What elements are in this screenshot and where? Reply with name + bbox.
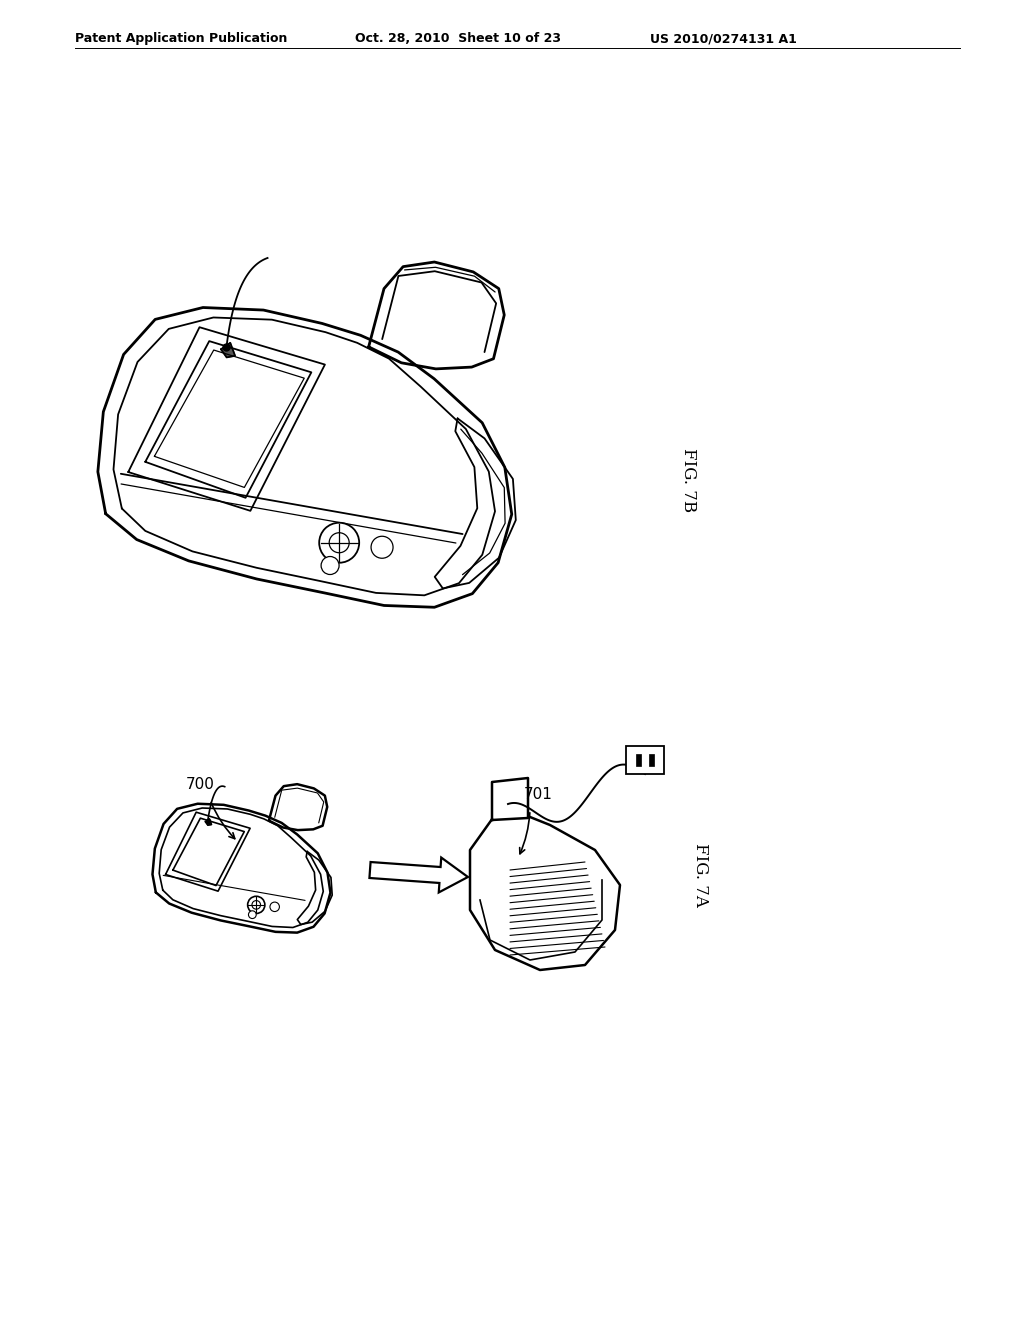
Text: Oct. 28, 2010  Sheet 10 of 23: Oct. 28, 2010 Sheet 10 of 23 xyxy=(355,32,561,45)
Circle shape xyxy=(371,536,393,558)
Polygon shape xyxy=(297,851,332,924)
Polygon shape xyxy=(470,780,620,970)
Bar xyxy=(649,754,654,766)
Circle shape xyxy=(322,557,339,574)
Polygon shape xyxy=(153,804,331,933)
Text: FIG. 7B: FIG. 7B xyxy=(680,447,696,512)
Circle shape xyxy=(249,911,256,919)
Polygon shape xyxy=(221,343,236,358)
Polygon shape xyxy=(98,308,512,607)
Circle shape xyxy=(319,523,359,562)
Circle shape xyxy=(270,902,280,912)
Polygon shape xyxy=(166,812,250,891)
Polygon shape xyxy=(369,261,504,368)
Bar xyxy=(636,754,641,766)
Text: Patent Application Publication: Patent Application Publication xyxy=(75,32,288,45)
Polygon shape xyxy=(435,418,516,589)
FancyArrow shape xyxy=(370,858,468,892)
Text: FIG. 7A: FIG. 7A xyxy=(691,843,709,907)
Polygon shape xyxy=(173,818,245,886)
Polygon shape xyxy=(145,341,311,498)
Polygon shape xyxy=(206,818,212,825)
Polygon shape xyxy=(269,784,328,830)
Polygon shape xyxy=(492,777,528,820)
Text: US 2010/0274131 A1: US 2010/0274131 A1 xyxy=(650,32,797,45)
Text: 701: 701 xyxy=(523,787,552,803)
Text: 700: 700 xyxy=(185,777,214,792)
Bar xyxy=(626,746,664,774)
Polygon shape xyxy=(128,327,325,511)
Circle shape xyxy=(248,896,265,913)
